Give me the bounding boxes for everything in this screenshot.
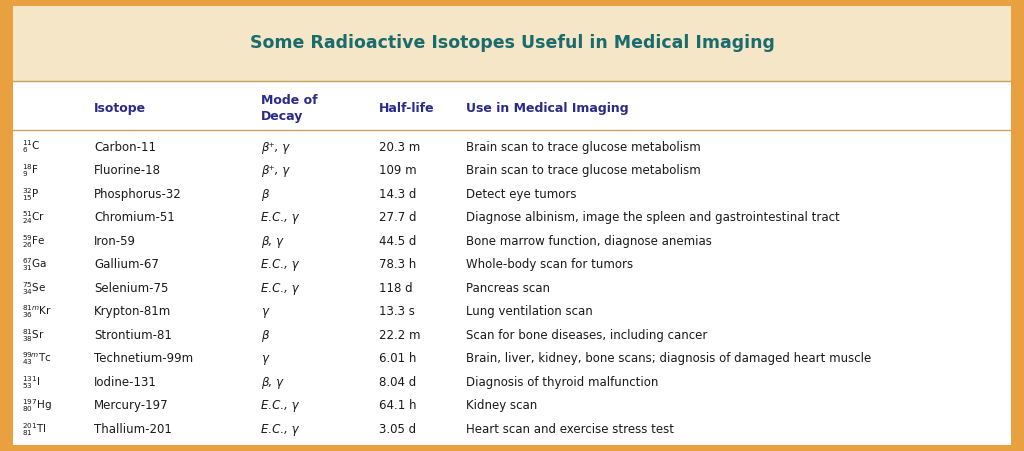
Text: 109 m: 109 m <box>379 164 417 177</box>
Text: Kidney scan: Kidney scan <box>466 399 538 412</box>
Text: Mode of
Decay: Mode of Decay <box>261 94 317 123</box>
Text: Diagnose albinism, image the spleen and gastrointestinal tract: Diagnose albinism, image the spleen and … <box>466 211 840 224</box>
Text: Diagnosis of thyroid malfunction: Diagnosis of thyroid malfunction <box>466 376 658 389</box>
Text: Iron-59: Iron-59 <box>94 235 136 248</box>
Text: Krypton-81m: Krypton-81m <box>94 305 171 318</box>
Text: β⁺, γ: β⁺, γ <box>261 164 290 177</box>
Text: γ: γ <box>261 352 268 365</box>
Text: $^{81}_{38}$Sr: $^{81}_{38}$Sr <box>22 327 44 344</box>
Text: E.C., γ: E.C., γ <box>261 399 299 412</box>
Text: 3.05 d: 3.05 d <box>379 423 416 436</box>
Text: 8.04 d: 8.04 d <box>379 376 416 389</box>
Text: Half-life: Half-life <box>379 102 434 115</box>
Text: β, γ: β, γ <box>261 376 283 389</box>
Text: E.C., γ: E.C., γ <box>261 282 299 295</box>
Text: Scan for bone diseases, including cancer: Scan for bone diseases, including cancer <box>466 329 708 342</box>
Text: Iodine-131: Iodine-131 <box>94 376 157 389</box>
Text: 78.3 h: 78.3 h <box>379 258 416 271</box>
Text: E.C., γ: E.C., γ <box>261 423 299 436</box>
Text: 64.1 h: 64.1 h <box>379 399 417 412</box>
Text: Brain scan to trace glucose metabolism: Brain scan to trace glucose metabolism <box>466 141 700 153</box>
Text: E.C., γ: E.C., γ <box>261 211 299 224</box>
Text: Bone marrow function, diagnose anemias: Bone marrow function, diagnose anemias <box>466 235 712 248</box>
Text: Strontium-81: Strontium-81 <box>94 329 172 342</box>
Text: 6.01 h: 6.01 h <box>379 352 416 365</box>
Text: β⁺, γ: β⁺, γ <box>261 141 290 153</box>
Text: 13.3 s: 13.3 s <box>379 305 415 318</box>
Text: γ: γ <box>261 305 268 318</box>
Text: Selenium-75: Selenium-75 <box>94 282 169 295</box>
Text: Gallium-67: Gallium-67 <box>94 258 159 271</box>
Text: $^{201}_{81}$Tl: $^{201}_{81}$Tl <box>22 421 46 438</box>
Text: β, γ: β, γ <box>261 235 283 248</box>
Text: $^{131}_{53}$I: $^{131}_{53}$I <box>22 374 40 391</box>
Text: $^{99m}_{43}$Tc: $^{99m}_{43}$Tc <box>22 350 51 367</box>
Text: 22.2 m: 22.2 m <box>379 329 421 342</box>
Text: $^{11}_{6}$C: $^{11}_{6}$C <box>22 138 40 156</box>
Text: $^{75}_{34}$Se: $^{75}_{34}$Se <box>22 280 46 297</box>
Text: $^{81m}_{36}$Kr: $^{81m}_{36}$Kr <box>22 304 51 320</box>
Text: Phosphorus-32: Phosphorus-32 <box>94 188 182 201</box>
Text: $^{18}_{9}$F: $^{18}_{9}$F <box>22 162 39 179</box>
Text: Chromium-51: Chromium-51 <box>94 211 175 224</box>
Text: $^{197}_{80}$Hg: $^{197}_{80}$Hg <box>22 397 51 414</box>
Text: Technetium-99m: Technetium-99m <box>94 352 194 365</box>
Text: $^{32}_{15}$P: $^{32}_{15}$P <box>22 186 39 202</box>
Text: Whole-body scan for tumors: Whole-body scan for tumors <box>466 258 633 271</box>
Text: Detect eye tumors: Detect eye tumors <box>466 188 577 201</box>
Text: Pancreas scan: Pancreas scan <box>466 282 550 295</box>
Text: $^{67}_{31}$Ga: $^{67}_{31}$Ga <box>22 256 47 273</box>
Text: 44.5 d: 44.5 d <box>379 235 416 248</box>
Bar <box>13 6 1011 81</box>
Text: Fluorine-18: Fluorine-18 <box>94 164 161 177</box>
Text: Brain scan to trace glucose metabolism: Brain scan to trace glucose metabolism <box>466 164 700 177</box>
Text: Thallium-201: Thallium-201 <box>94 423 172 436</box>
Text: 20.3 m: 20.3 m <box>379 141 420 153</box>
Text: 14.3 d: 14.3 d <box>379 188 416 201</box>
Text: E.C., γ: E.C., γ <box>261 258 299 271</box>
Text: Use in Medical Imaging: Use in Medical Imaging <box>466 102 629 115</box>
Text: β: β <box>261 329 268 342</box>
Text: Mercury-197: Mercury-197 <box>94 399 169 412</box>
Text: 118 d: 118 d <box>379 282 413 295</box>
Text: Isotope: Isotope <box>94 102 146 115</box>
Text: β: β <box>261 188 268 201</box>
Text: $^{51}_{24}$Cr: $^{51}_{24}$Cr <box>22 209 45 226</box>
Text: Some Radioactive Isotopes Useful in Medical Imaging: Some Radioactive Isotopes Useful in Medi… <box>250 34 774 52</box>
Text: $^{59}_{26}$Fe: $^{59}_{26}$Fe <box>22 233 45 249</box>
Text: Brain, liver, kidney, bone scans; diagnosis of damaged heart muscle: Brain, liver, kidney, bone scans; diagno… <box>466 352 871 365</box>
Text: Heart scan and exercise stress test: Heart scan and exercise stress test <box>466 423 674 436</box>
Text: Carbon-11: Carbon-11 <box>94 141 157 153</box>
Text: Lung ventilation scan: Lung ventilation scan <box>466 305 593 318</box>
Text: 27.7 d: 27.7 d <box>379 211 417 224</box>
